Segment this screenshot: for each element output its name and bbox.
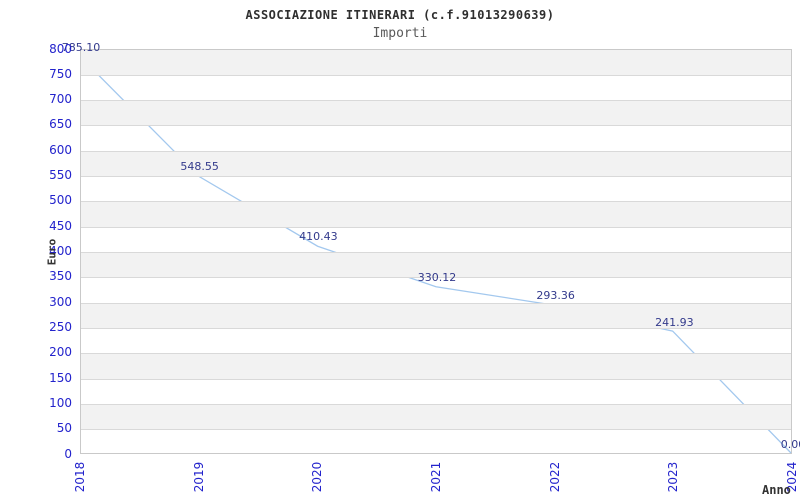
chart-title: ASSOCIAZIONE ITINERARI (c.f.91013290639) — [245, 8, 555, 22]
data-point-label: 0.00 — [780, 438, 800, 451]
x-axis-title: Anno — [762, 483, 791, 497]
y-tick-label: 200 — [49, 345, 72, 360]
y-tick-label: 650 — [49, 117, 72, 132]
y-tick-label: 250 — [49, 319, 72, 334]
gridline — [81, 353, 791, 355]
gridline — [81, 403, 791, 405]
data-point-label: 293.36 — [536, 289, 575, 303]
x-tick-label: 2021 — [429, 461, 443, 493]
gridline — [81, 176, 791, 178]
y-tick-label: 0 — [64, 446, 72, 461]
y-tick-label: 400 — [49, 244, 72, 258]
y-tick-label: 800 — [49, 41, 72, 56]
shaded-band — [81, 100, 791, 126]
gridline — [81, 100, 791, 102]
y-tick-label: 50 — [56, 421, 72, 436]
shaded-band — [81, 252, 791, 278]
x-tick-label: 2019 — [191, 461, 206, 493]
y-tick-label: 350 — [49, 269, 72, 284]
gridline — [81, 277, 791, 279]
chart-subtitle: Importi — [372, 26, 428, 41]
x-tick-label: 2018 — [73, 461, 87, 493]
x-tick-label: 2020 — [310, 461, 325, 493]
data-point-label: 548.55 — [180, 160, 219, 174]
gridline — [81, 150, 791, 152]
shaded-band — [81, 201, 791, 228]
y-tick-label: 150 — [49, 370, 72, 385]
y-tick-label: 550 — [49, 168, 72, 183]
shaded-band — [81, 151, 791, 177]
y-tick-label: 100 — [49, 395, 72, 410]
plot-area: 785.10 548.55 410.43 330.12 293.36 241.93 0.00 — [62, 41, 800, 454]
gridline — [81, 378, 791, 380]
gridline — [81, 74, 791, 76]
gridline — [81, 302, 791, 304]
shaded-band — [81, 353, 791, 380]
data-point-label: 785.10 — [61, 40, 101, 54]
x-tick-label: 2022 — [547, 461, 562, 493]
gridline — [81, 327, 791, 329]
y-tick-label: 300 — [49, 294, 72, 309]
shaded-band — [81, 50, 791, 76]
shaded-band — [81, 404, 791, 430]
y-tick-label: 450 — [49, 218, 72, 233]
shaded-band — [81, 303, 791, 329]
gridline — [81, 201, 791, 203]
y-tick-label: 500 — [49, 193, 72, 208]
y-tick-label: 600 — [49, 142, 72, 157]
gridline — [81, 252, 791, 253]
data-point-label: 330.12 — [417, 270, 457, 284]
y-tick-label: 750 — [49, 66, 72, 81]
gridline — [81, 226, 791, 228]
gridline — [81, 125, 791, 127]
y-axis-title: Euro — [45, 238, 59, 266]
gridline — [81, 429, 791, 431]
data-point-label: 241.93 — [655, 315, 694, 329]
x-tick-label: 2023 — [666, 461, 681, 493]
data-point-label: 410.43 — [299, 230, 338, 244]
y-tick-label: 700 — [49, 92, 72, 107]
